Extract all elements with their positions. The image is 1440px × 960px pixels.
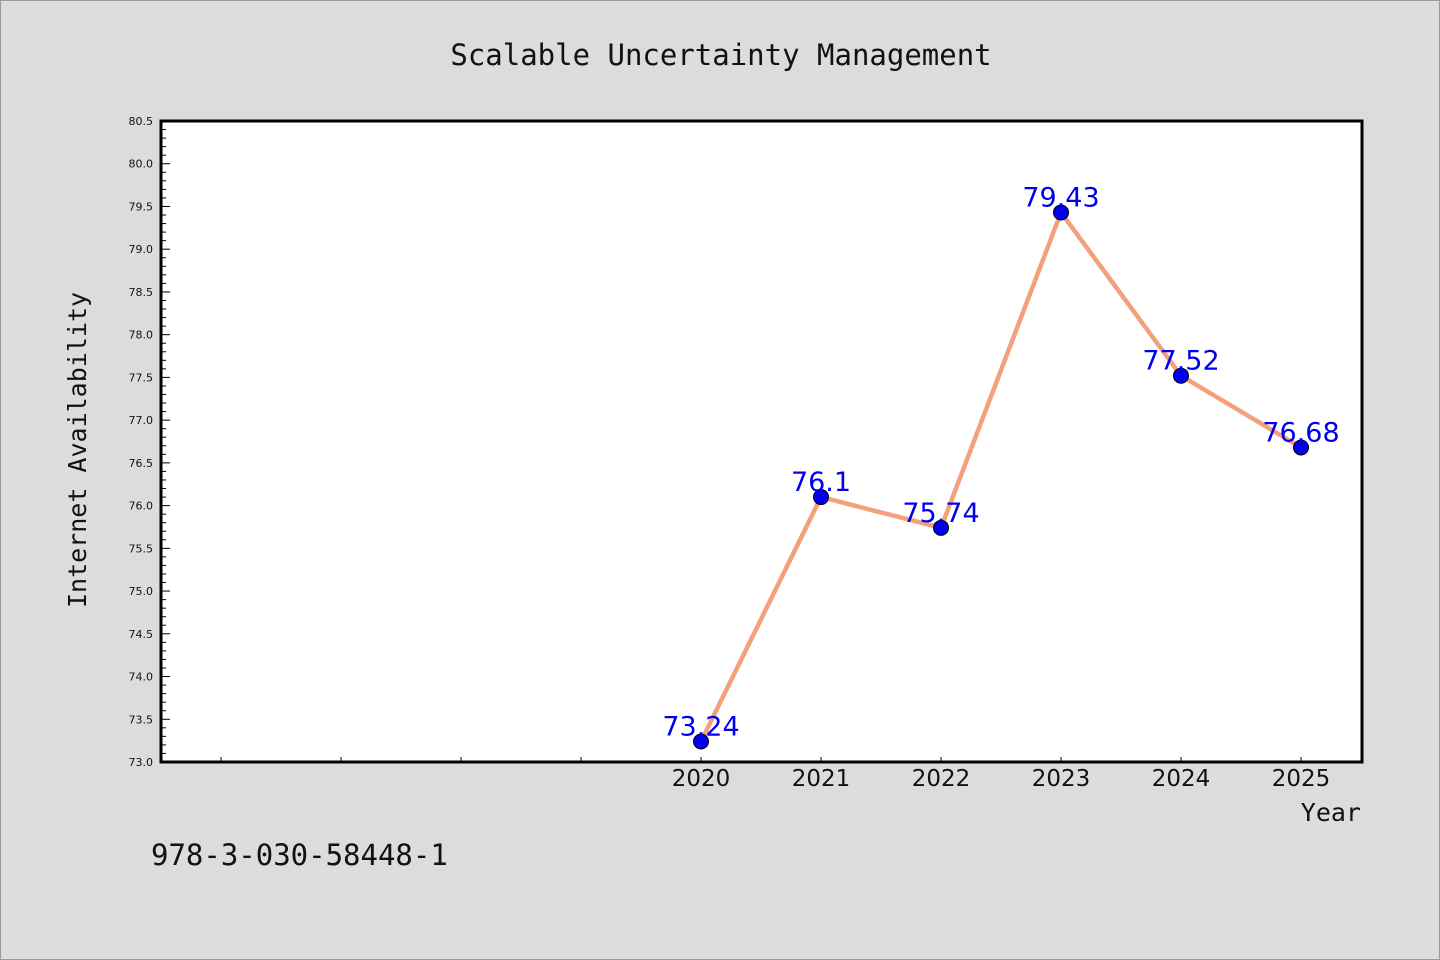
data-point — [933, 519, 949, 536]
y-tick-label: 77.5 — [129, 371, 154, 384]
y-tick-label: 74.0 — [129, 671, 154, 684]
y-tick-label: 73.5 — [129, 713, 154, 726]
data-point — [813, 489, 829, 506]
data-point — [1173, 367, 1189, 384]
y-tick-label: 75.5 — [129, 542, 154, 555]
x-tick-label: 2022 — [912, 766, 971, 792]
data-label: 73.24 — [662, 711, 739, 742]
y-tick-label: 78.0 — [129, 329, 154, 342]
x-axis-label: Year — [1301, 798, 1361, 827]
data-point — [693, 733, 709, 750]
series-line — [698, 210, 1303, 743]
x-tick-label: 2025 — [1272, 766, 1331, 792]
y-tick-label: 76.0 — [129, 500, 154, 513]
x-tick-labels: 2020 2021 2022 2023 2024 2025 — [672, 766, 1331, 792]
plot-frame — [159, 119, 1364, 764]
y-tick-label: 80.0 — [129, 158, 154, 171]
data-label: 76.68 — [1262, 417, 1339, 448]
x-tick-label: 2020 — [672, 766, 731, 792]
data-point — [1053, 204, 1069, 221]
x-tick-label: 2024 — [1152, 766, 1211, 792]
y-tick-label: 78.5 — [129, 286, 154, 299]
y-tick-label: 75.0 — [129, 585, 154, 598]
x-tick-label: 2023 — [1032, 766, 1091, 792]
y-tick-label: 77.0 — [129, 414, 154, 427]
y-tick-label: 76.5 — [129, 457, 154, 470]
data-point — [1293, 439, 1309, 456]
data-label: 77.52 — [1142, 346, 1219, 377]
y-tick-labels: 73.0 73.5 74.0 74.5 75.0 75.5 76.0 76.5 77.0 77.5… — [129, 115, 154, 769]
plot-area — [161, 121, 1362, 762]
data-label: 75.74 — [902, 498, 979, 529]
data-label: 79.43 — [1022, 182, 1099, 213]
data-markers — [693, 204, 1309, 750]
data-labels: 73.24 76.1 75.74 79.43 77.52 76.68 — [662, 182, 1339, 742]
data-label: 76.1 — [791, 467, 851, 498]
isbn-footnote: 978-3-030-58448-1 — [151, 838, 448, 872]
chart-title: Scalable Uncertainty Management — [450, 38, 991, 72]
y-tick-label: 73.0 — [129, 756, 154, 769]
y-tick-label: 74.5 — [129, 628, 154, 641]
y-tick-label: 79.5 — [129, 200, 154, 213]
y-axis-label: Internet Availability — [63, 292, 92, 608]
y-tick-label: 80.5 — [129, 115, 154, 128]
x-tick-label: 2021 — [792, 766, 851, 792]
y-tick-label: 79.0 — [129, 243, 154, 256]
